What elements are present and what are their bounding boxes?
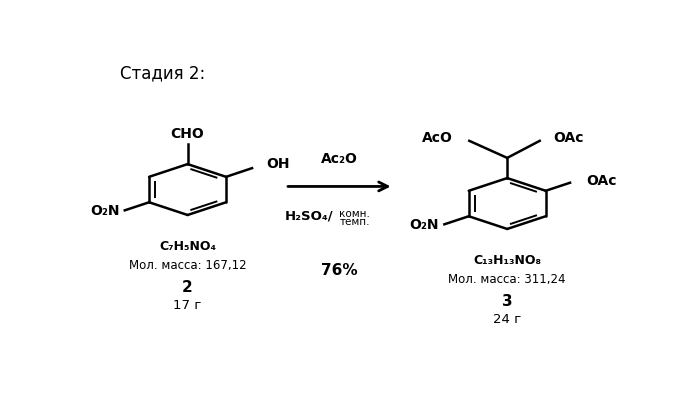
Text: CHO: CHO <box>171 127 205 141</box>
Text: O₂N: O₂N <box>90 204 120 218</box>
Text: OAc: OAc <box>554 131 584 145</box>
Text: 2: 2 <box>182 280 193 295</box>
Text: C₇H₅NO₄: C₇H₅NO₄ <box>159 241 216 253</box>
Text: комн.: комн. <box>339 209 370 219</box>
Text: 76%: 76% <box>321 263 358 278</box>
Text: Ac₂O: Ac₂O <box>321 152 358 166</box>
Text: OH: OH <box>267 157 290 171</box>
Text: OAc: OAc <box>586 174 617 187</box>
Text: 17 г: 17 г <box>173 299 202 312</box>
Text: C₁₃H₁₃NO₈: C₁₃H₁₃NO₈ <box>473 254 541 268</box>
Text: AcO: AcO <box>422 131 453 145</box>
Text: H₂SO₄/: H₂SO₄/ <box>285 210 334 223</box>
Text: 24 г: 24 г <box>493 314 521 326</box>
Text: темп.: темп. <box>339 218 370 227</box>
Text: 3: 3 <box>502 294 512 309</box>
Text: Мол. масса: 167,12: Мол. масса: 167,12 <box>129 259 247 272</box>
Text: Мол. масса: 311,24: Мол. масса: 311,24 <box>449 273 566 286</box>
Text: Стадия 2:: Стадия 2: <box>120 64 205 82</box>
Text: O₂N: O₂N <box>410 218 439 232</box>
